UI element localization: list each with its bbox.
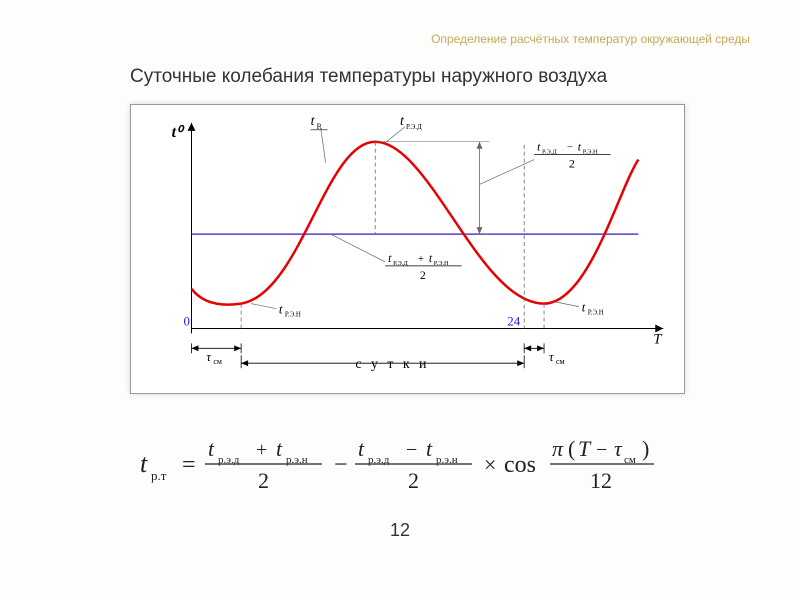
svg-text:t: t xyxy=(400,114,405,129)
origin-label: 0 xyxy=(184,313,190,328)
label-amplitude: t Р.Э.Д − t Р.Э.Н 2 xyxy=(534,140,610,171)
page-title: Суточные колебания температуры наружного… xyxy=(130,66,607,88)
svg-text:−: − xyxy=(567,142,573,154)
svg-text:=: = xyxy=(182,452,196,478)
svg-text:см: см xyxy=(556,357,565,366)
svg-text:π: π xyxy=(552,436,564,461)
svg-text:+: + xyxy=(418,253,424,265)
svg-text:×: × xyxy=(484,452,496,477)
svg-text:t: t xyxy=(426,436,433,461)
svg-text:t: t xyxy=(429,251,433,265)
svg-text:t: t xyxy=(311,114,316,129)
svg-text:t: t xyxy=(279,302,283,317)
svg-text:): ) xyxy=(642,436,649,461)
svg-text:t: t xyxy=(140,449,148,478)
svg-text:Р.Э.Н: Р.Э.Н xyxy=(588,309,604,317)
svg-text:t: t xyxy=(276,436,283,461)
label-tr: t Р. xyxy=(311,114,328,131)
svg-text:Р.: Р. xyxy=(317,122,322,131)
svg-text:t: t xyxy=(208,436,215,461)
svg-text:(: ( xyxy=(568,436,575,461)
svg-text:cos: cos xyxy=(504,452,536,478)
svg-text:−: − xyxy=(334,452,348,478)
section-header: Определение расчётных температур окружаю… xyxy=(431,32,750,46)
svg-text:τ: τ xyxy=(614,436,623,461)
svg-text:12: 12 xyxy=(590,468,612,493)
x-axis-label: T xyxy=(653,331,663,347)
chart-svg: t⁰ T 0 24 τ см τ см с у т к и t Р. t Р.Э… xyxy=(131,105,684,393)
svg-text:t: t xyxy=(388,251,392,265)
tau-label-2: τ см xyxy=(549,349,564,366)
page-number: 12 xyxy=(0,520,800,541)
svg-text:t: t xyxy=(582,300,586,315)
svg-text:t: t xyxy=(358,436,365,461)
y-axis-label: t⁰ xyxy=(172,124,185,141)
tick-24: 24 xyxy=(507,313,520,328)
formula-container: t р.т = t р.э.д + t р.э.н 2 − t р.э.д − … xyxy=(130,430,685,505)
label-midline: t Р.Э.Д + t Р.Э.Н 2 xyxy=(385,251,461,282)
svg-text:−: − xyxy=(406,439,417,461)
svg-text:2: 2 xyxy=(408,468,419,493)
svg-text:T: T xyxy=(578,436,592,461)
svg-text:+: + xyxy=(256,439,267,461)
sutki-label: с у т к и xyxy=(355,357,429,372)
label-tred-peak: t Р.Э.Д xyxy=(400,114,422,131)
svg-text:t: t xyxy=(578,140,582,154)
label-tren-2: t Р.Э.Н xyxy=(582,300,604,317)
svg-text:Р.Э.Д: Р.Э.Д xyxy=(406,123,422,131)
tau-label-1: τ см xyxy=(206,349,221,366)
svg-text:τ: τ xyxy=(206,349,212,364)
svg-text:t: t xyxy=(537,140,541,154)
svg-text:2: 2 xyxy=(258,468,269,493)
svg-text:см: см xyxy=(213,357,222,366)
svg-text:р.т: р.т xyxy=(151,468,167,483)
svg-text:2: 2 xyxy=(569,157,575,171)
chart-container: t⁰ T 0 24 τ см τ см с у т к и t Р. t Р.Э… xyxy=(130,104,685,394)
label-tren-1: t Р.Э.Н xyxy=(279,302,301,319)
formula-svg: t р.т = t р.э.д + t р.э.н 2 − t р.э.д − … xyxy=(138,430,678,500)
svg-text:Р.Э.Н: Р.Э.Н xyxy=(285,311,301,319)
svg-text:2: 2 xyxy=(420,268,426,282)
svg-text:−: − xyxy=(596,439,607,461)
svg-text:τ: τ xyxy=(549,349,555,364)
